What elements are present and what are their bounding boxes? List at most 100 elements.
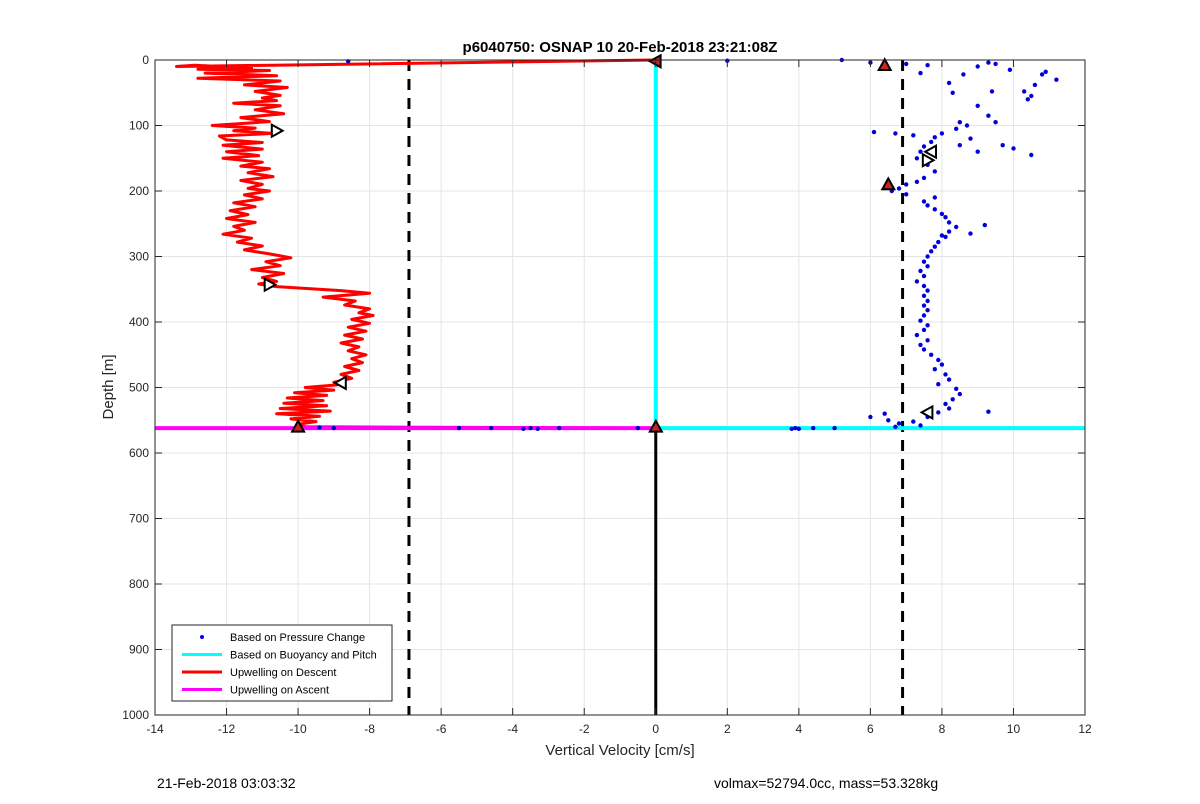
pressure-change-point [946, 229, 952, 234]
pressure-change-point [528, 425, 533, 431]
pressure-change-point [939, 362, 945, 367]
pressure-change-point [936, 410, 941, 415]
y-tick-label: 400 [129, 315, 149, 329]
y-tick-label: 600 [129, 446, 149, 460]
pressure-change-point [968, 136, 973, 141]
pressure-change-point [1021, 89, 1027, 94]
pressure-change-point [904, 182, 909, 187]
pressure-change-point [986, 60, 991, 65]
x-tick-label: -12 [218, 722, 236, 736]
triangle-left-marker [919, 404, 934, 421]
x-tick-label: 6 [867, 722, 874, 736]
y-tick-label: 500 [129, 381, 149, 395]
pressure-change-point [929, 139, 934, 145]
pressure-change-point [964, 123, 970, 128]
legend-label: Based on Pressure Change [230, 632, 365, 644]
pressure-change-point [868, 414, 873, 420]
pressure-change-point [957, 143, 962, 148]
pressure-change-point [932, 135, 937, 140]
pressure-change-point [1000, 143, 1005, 148]
triangle-up-marker [648, 418, 664, 433]
pressure-change-point [557, 425, 562, 431]
pressure-change-point [1043, 69, 1048, 75]
pressure-change-point [932, 207, 937, 212]
pressure-change-point [1025, 97, 1031, 102]
pressure-change-point [1029, 93, 1034, 99]
ticks: -14 -12 -10 -8 -6 -4 -2 0 2 4 6 8 10 12 0 100 200 300 400 5… [122, 53, 1092, 736]
pressure-change-point [975, 103, 980, 109]
x-tick-label: 4 [796, 722, 803, 736]
pressure-change-point [936, 382, 941, 387]
pressure-change-point [918, 149, 923, 154]
x-tick-label: 10 [1007, 722, 1021, 736]
pressure-change-point [993, 120, 998, 125]
pressure-change-point [982, 222, 987, 228]
pressure-change-point [1054, 77, 1059, 82]
pressure-change-point [932, 244, 937, 249]
pressure-change-point [914, 156, 920, 161]
x-tick-label: 0 [652, 722, 659, 736]
triangle-up-marker [877, 57, 893, 71]
series-layer [155, 57, 1085, 431]
pressure-change-point [896, 421, 902, 426]
pressure-change-point [929, 249, 934, 254]
pressure-change-point [932, 367, 937, 372]
pressure-change-point [950, 397, 955, 402]
pressure-change-point [925, 323, 930, 328]
pressure-change-point [911, 133, 916, 138]
y-tick-label: 700 [129, 512, 149, 526]
x-tick-label: -10 [289, 722, 307, 736]
pressure-change-point [789, 426, 794, 431]
pressure-change-point [911, 419, 916, 424]
y-tick-label: 900 [129, 643, 149, 657]
pressure-change-point [793, 425, 798, 431]
pressure-change-point [986, 409, 991, 414]
pressure-change-point [946, 406, 952, 411]
pressure-change-point [936, 239, 941, 245]
chart-title: p6040750: OSNAP 10 20-Feb-2018 23:21:08Z [463, 39, 778, 56]
pressure-change-point [904, 61, 909, 67]
legend-label: Based on Buoyancy and Pitch [230, 650, 377, 662]
footer-summary: volmax=52794.0cc, mass=53.328kg [714, 775, 939, 791]
pressure-change-point [993, 61, 998, 67]
y-axis-label: Depth [m] [100, 354, 117, 419]
pressure-change-point [914, 279, 920, 284]
grid [154, 59, 1086, 716]
pressure-change-point [886, 418, 891, 423]
pressure-change-point [521, 426, 526, 431]
pressure-change-point [635, 425, 641, 431]
triangle-up-marker [290, 418, 306, 433]
x-tick-label: -14 [146, 722, 164, 736]
triangle-up-marker [880, 176, 896, 191]
pressure-change-point [921, 144, 927, 149]
pressure-change-point [946, 377, 952, 382]
pressure-change-point [943, 401, 948, 407]
pressure-change-point [871, 129, 877, 135]
reference-lines [407, 60, 905, 715]
triangle-right-marker [921, 152, 936, 168]
x-tick-label: -8 [364, 722, 375, 736]
pressure-change-point [939, 211, 945, 217]
triangle-left-marker [647, 53, 662, 69]
pressure-change-point [932, 195, 937, 200]
legend-label: Upwelling on Ascent [230, 685, 329, 697]
x-tick-label: -2 [579, 722, 590, 736]
pressure-change-point [921, 273, 927, 279]
y-tick-label: 300 [129, 250, 149, 264]
pressure-change-point [925, 308, 930, 313]
pressure-change-point [954, 126, 959, 131]
pressure-change-point [957, 120, 962, 125]
x-tick-label: 8 [939, 722, 946, 736]
x-tick-label: 2 [724, 722, 731, 736]
pressure-change-point [921, 303, 927, 308]
y-tick-label: 100 [129, 119, 149, 133]
y-tick-label: 1000 [122, 708, 149, 722]
pressure-change-point [1029, 152, 1034, 158]
pressure-change-point [925, 203, 930, 208]
legend-label: Upwelling on Descent [230, 667, 336, 679]
pressure-change-point [921, 293, 927, 298]
pressure-change-point [914, 332, 920, 338]
x-tick-label: 12 [1078, 722, 1092, 736]
pressure-change-point [925, 288, 930, 293]
pressure-change-point [989, 89, 995, 94]
